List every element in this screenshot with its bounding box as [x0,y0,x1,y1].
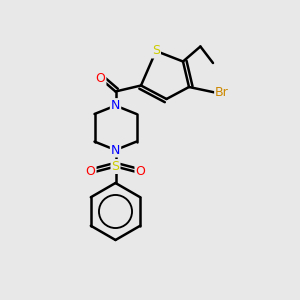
Text: N: N [111,143,120,157]
Text: Br: Br [215,86,229,99]
Text: O: O [136,165,145,178]
Text: O: O [86,165,95,178]
Text: N: N [111,99,120,112]
Text: S: S [152,44,160,58]
Text: O: O [96,72,105,85]
Text: S: S [112,160,119,173]
